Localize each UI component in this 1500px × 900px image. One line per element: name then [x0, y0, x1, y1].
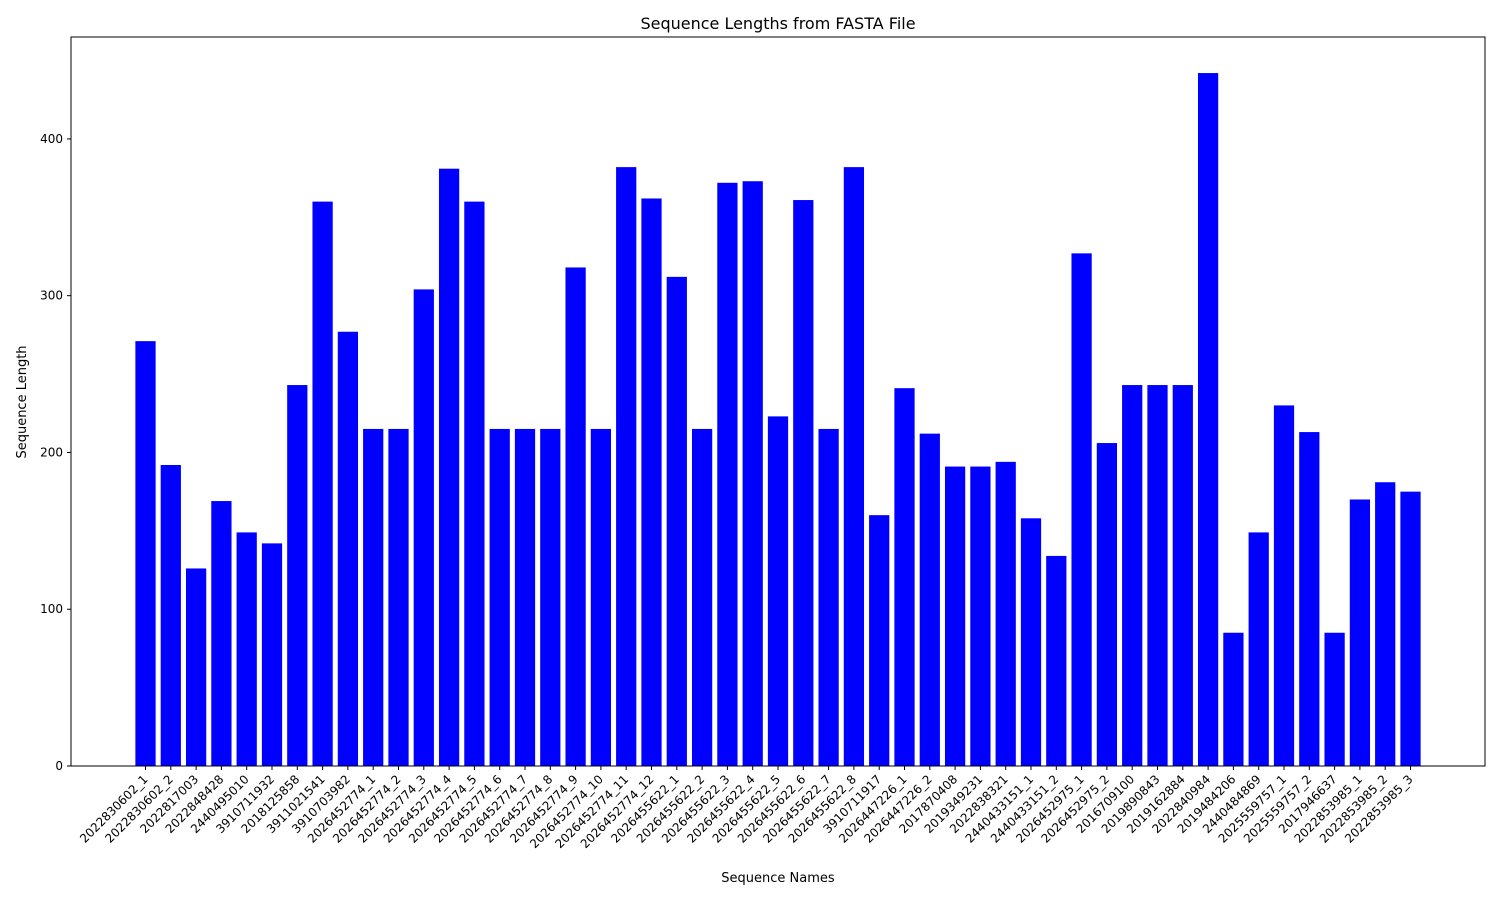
- bar: [1122, 385, 1143, 766]
- bar: [1324, 632, 1345, 766]
- bar: [1400, 491, 1421, 766]
- y-axis: 0 100 200 300 400: [40, 132, 71, 773]
- bar: [869, 515, 890, 766]
- bar: [767, 416, 789, 766]
- bar: [1020, 518, 1042, 766]
- bar: [970, 466, 991, 766]
- y-tick-label: 100: [40, 602, 63, 616]
- bar: [514, 428, 536, 766]
- bar: [489, 428, 510, 766]
- y-tick-label: 200: [40, 445, 63, 459]
- bar: [717, 182, 738, 767]
- bar: [1046, 555, 1067, 766]
- bar: [894, 388, 915, 766]
- bar: [1375, 482, 1396, 766]
- bar: [540, 428, 561, 766]
- bar: [287, 385, 308, 766]
- bars-group: [135, 73, 1421, 767]
- bar: [211, 501, 232, 766]
- bar: [388, 428, 409, 766]
- bar: [995, 461, 1016, 766]
- bar: [1096, 443, 1118, 766]
- bar: [590, 428, 612, 766]
- bar: [843, 167, 865, 766]
- bar: [1248, 532, 1269, 766]
- bar: [1197, 73, 1219, 766]
- y-tick-label: 400: [40, 132, 63, 146]
- bar: [312, 201, 333, 767]
- bar: [1273, 405, 1295, 766]
- bar: [413, 289, 434, 766]
- bar: [185, 568, 207, 766]
- y-tick-label: 300: [40, 289, 63, 303]
- y-axis-label: Sequence Length: [15, 345, 30, 458]
- bar: [261, 543, 283, 766]
- bar: [1223, 632, 1244, 766]
- y-tick-label: 0: [55, 759, 63, 773]
- bar: [565, 267, 586, 766]
- chart-title: Sequence Lengths from FASTA File: [640, 14, 915, 33]
- bar: [616, 167, 637, 766]
- bar: [742, 181, 763, 767]
- bar: [793, 200, 814, 767]
- bar: [1172, 385, 1193, 766]
- bar: [641, 198, 662, 767]
- x-axis: 2022830602_12022830602_22022817003202284…: [77, 766, 1416, 851]
- bar: [337, 331, 359, 766]
- bar: [160, 464, 181, 766]
- bar: [236, 532, 257, 766]
- bar: [363, 428, 384, 766]
- bar: [691, 428, 713, 766]
- bar: [1071, 253, 1092, 767]
- bar: [1299, 432, 1320, 766]
- bar: [1349, 499, 1371, 766]
- bar: [1147, 385, 1168, 766]
- bar: [438, 168, 460, 766]
- bar: [666, 276, 687, 766]
- bar: [919, 433, 940, 766]
- bar: [135, 341, 156, 766]
- bar: [464, 201, 485, 767]
- bar: [818, 428, 839, 766]
- x-axis-label: Sequence Names: [721, 871, 835, 886]
- plot-frame: [70, 36, 1486, 767]
- bar: [944, 466, 966, 766]
